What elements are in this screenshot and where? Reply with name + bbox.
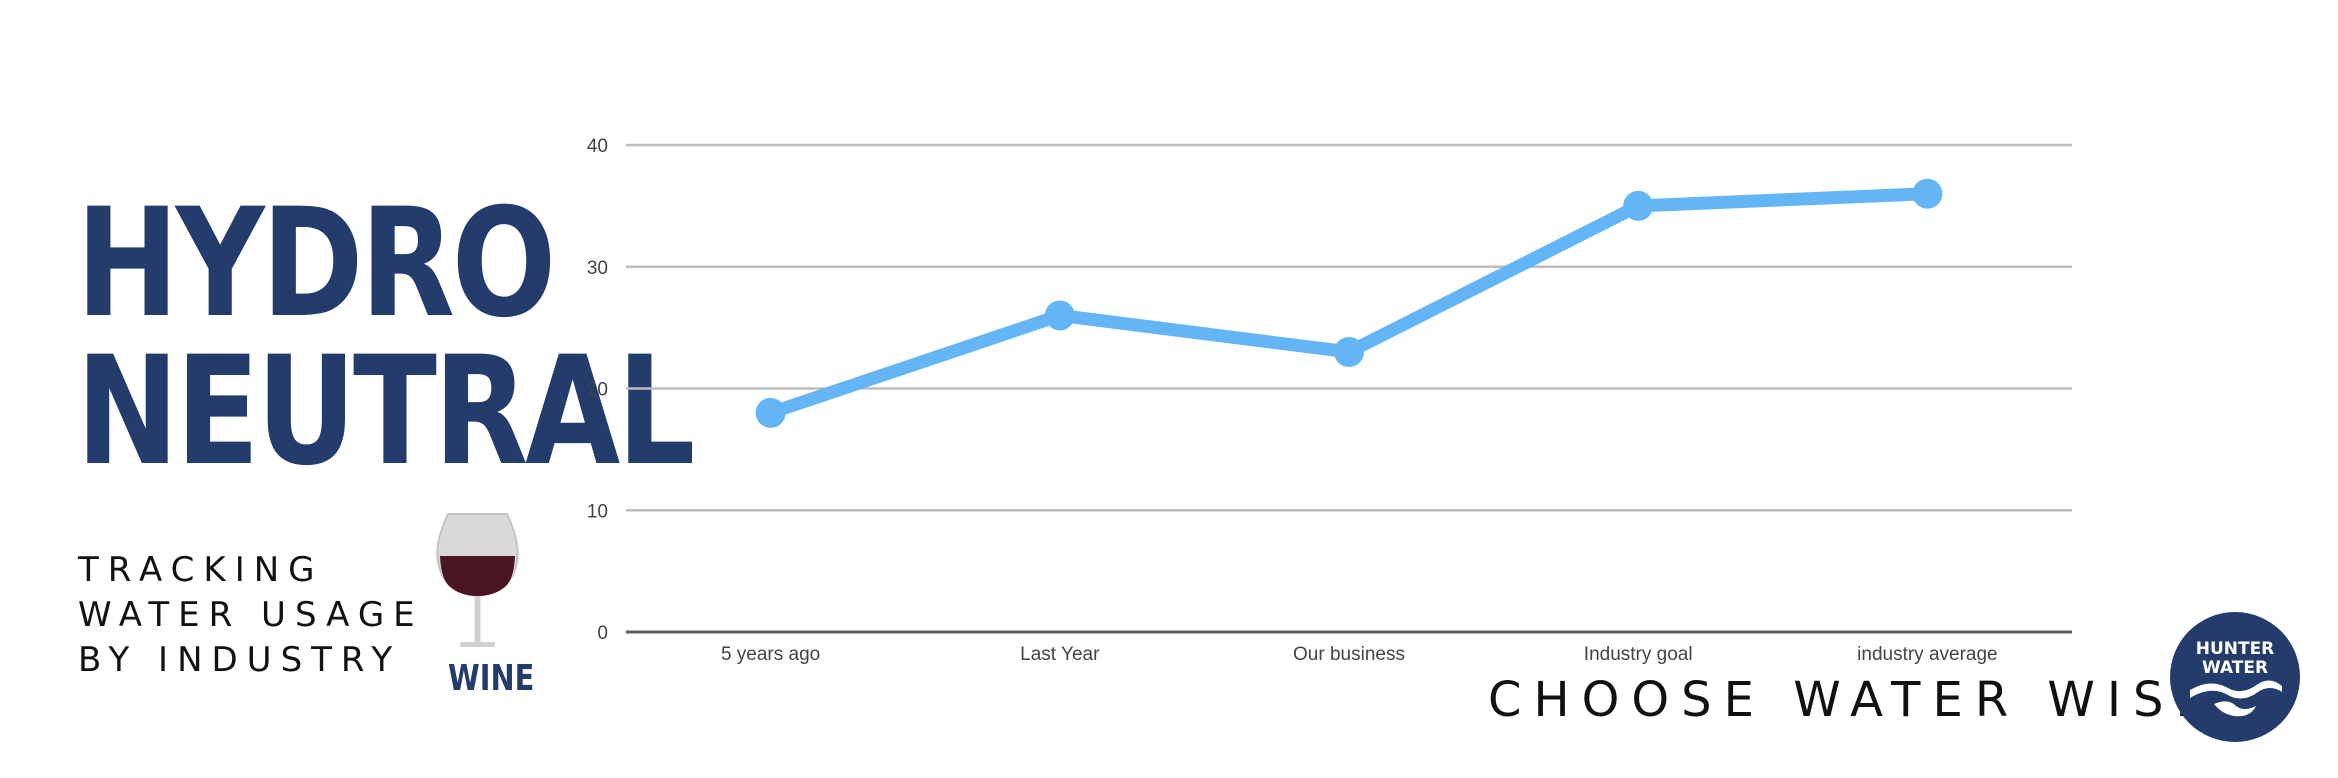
y-tick-label: 40 bbox=[587, 136, 608, 157]
data-point bbox=[1912, 178, 1943, 209]
x-tick-label: industry average bbox=[1857, 644, 1997, 665]
wave-icon bbox=[2190, 680, 2282, 717]
x-tick-label: Industry goal bbox=[1584, 644, 1693, 665]
x-tick-label: Our business bbox=[1293, 644, 1405, 665]
subtitle: TRACKING WATER USAGE BY INDUSTRY bbox=[78, 548, 424, 683]
x-tick-label: 5 years ago bbox=[721, 644, 820, 665]
subtitle-line-3: BY INDUSTRY bbox=[78, 640, 402, 680]
logo-line-2: WATER bbox=[2201, 658, 2269, 678]
subtitle-line-1: TRACKING bbox=[78, 550, 324, 590]
y-tick-label: 0 bbox=[597, 623, 608, 644]
x-tick-label: Last Year bbox=[1020, 644, 1100, 665]
y-tick-label: 10 bbox=[587, 501, 608, 522]
data-point bbox=[1044, 300, 1075, 331]
data-point bbox=[1623, 190, 1654, 221]
data-point bbox=[755, 397, 786, 428]
data-point bbox=[1334, 336, 1364, 367]
wine-glass-icon bbox=[436, 513, 519, 647]
y-tick-label: 30 bbox=[587, 258, 608, 279]
y-tick-label: 20 bbox=[587, 380, 608, 401]
tagline: CHOOSE WATER WISE bbox=[1488, 672, 2218, 728]
series-line bbox=[764, 187, 1934, 420]
logo-line-1: HUNTER bbox=[2195, 639, 2275, 659]
hunter-water-logo: HUNTER WATER bbox=[2170, 612, 2300, 742]
subtitle-line-2: WATER USAGE bbox=[78, 595, 424, 635]
